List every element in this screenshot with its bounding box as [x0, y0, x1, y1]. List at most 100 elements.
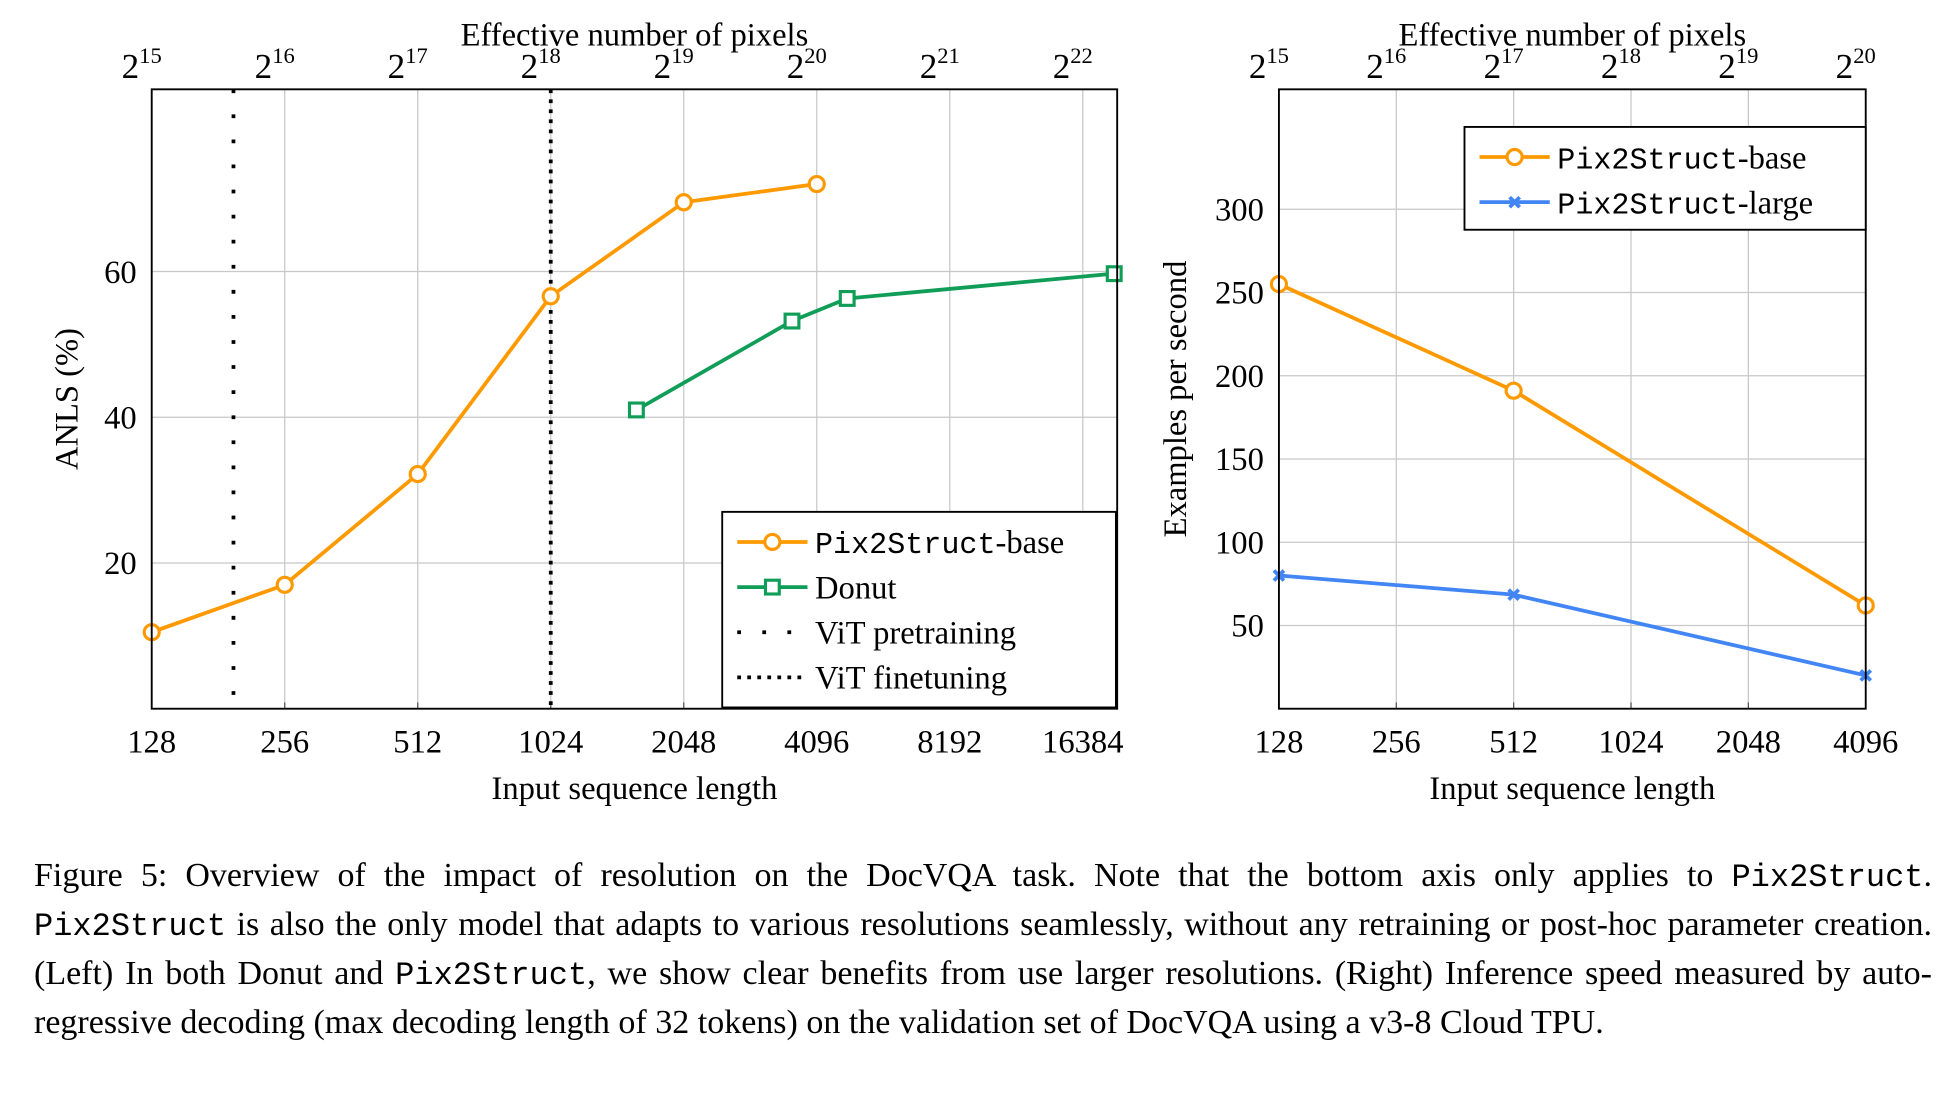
y-tick-label: 200 — [1215, 359, 1264, 395]
plot-frame — [1277, 88, 1867, 710]
legend-marker — [1508, 195, 1521, 209]
x-tick-label: 1024 — [1598, 725, 1663, 761]
legend-label-suffix: -base — [1738, 140, 1807, 176]
data-point — [275, 575, 294, 594]
y-tick-label: 20 — [104, 546, 137, 582]
y-axis-label: Examples per second — [1158, 261, 1194, 538]
series-line — [151, 182, 818, 634]
x-tick-label: 8192 — [917, 725, 982, 761]
data-point — [627, 401, 645, 419]
caption-text: , we show clear benefits from use larger… — [34, 955, 1932, 1041]
data-point — [1105, 265, 1123, 283]
y-tick-label: 300 — [1215, 192, 1264, 228]
legend-label-suffix: -base — [996, 525, 1065, 561]
caption-text: is also the only model that adapts to va… — [34, 906, 1932, 992]
data-point — [783, 312, 801, 330]
data-point — [408, 464, 427, 484]
legend-marker — [1505, 147, 1524, 167]
x-tick-label: 2048 — [651, 725, 716, 761]
legend-label: Donut — [815, 570, 896, 606]
caption-code: Pix2Struct — [395, 957, 588, 994]
data-point — [541, 287, 560, 306]
legend-label: ViT pretraining — [815, 616, 1016, 652]
top-tick-exponent: 20 — [804, 43, 827, 68]
chart-anls: 128 256 512 1024 2048 4096 8192 16384 20 40 60 215 2… — [50, 17, 1124, 807]
legend-label-suffix: -large — [1738, 185, 1813, 221]
data-point — [807, 174, 826, 194]
legend-label: Pix2Struct-base — [1557, 140, 1806, 178]
data-point — [838, 289, 856, 307]
top-tick-exponent: 18 — [1618, 43, 1641, 68]
legend-label-code: Pix2Struct — [1557, 189, 1738, 223]
top-axis-label: Effective number of pixels — [461, 17, 809, 53]
legend-box — [721, 510, 1117, 709]
top-tick-exponent: 20 — [1853, 43, 1876, 68]
top-tick-exponent: 16 — [1384, 43, 1407, 68]
y-tick-label: 100 — [1215, 525, 1264, 561]
caption-text: . — [1923, 857, 1933, 894]
top-tick-exponent: 19 — [1736, 43, 1759, 68]
x-tick-label: 128 — [127, 725, 176, 761]
x-tick-label: 1024 — [518, 725, 583, 761]
x-axis-label: Input sequence length — [492, 771, 778, 807]
top-tick-label: 218 — [1601, 43, 1641, 86]
y-tick-label: 50 — [1231, 609, 1264, 645]
caption-text: Figure 5: Overview of the impact of reso… — [34, 857, 1732, 894]
x-tick-label: 512 — [393, 725, 442, 761]
top-tick-label: 221 — [920, 43, 960, 86]
legend-label: Pix2Struct-base — [815, 525, 1064, 563]
legend-label: ViT finetuning — [815, 661, 1007, 697]
top-tick-label: 215 — [122, 43, 162, 86]
legend-label-code: Pix2Struct — [815, 529, 996, 563]
top-tick-label: 220 — [1836, 43, 1876, 86]
legend-marker — [763, 578, 781, 596]
y-tick-label: 60 — [104, 255, 137, 291]
legend-label: Pix2Struct-large — [1557, 185, 1813, 223]
x-axis-label: Input sequence length — [1429, 771, 1715, 807]
x-tick-label: 256 — [1372, 725, 1421, 761]
top-tick-exponent: 18 — [538, 43, 561, 68]
figure-caption: Figure 5: Overview of the impact of reso… — [34, 852, 1932, 1046]
chart-speed: 128 256 512 1024 2048 4096 50 100 150 200 250 300 21… — [1158, 17, 1898, 807]
x-tick-label: 512 — [1489, 725, 1538, 761]
legend: Pix2Struct-base Donut ViT pretraining ViT f… — [721, 510, 1117, 709]
y-tick-label: 250 — [1215, 276, 1264, 312]
plot-frame — [150, 88, 1119, 710]
x-tick-label: 128 — [1254, 725, 1303, 761]
top-tick-exponent: 21 — [937, 43, 960, 68]
y-tick-label: 150 — [1215, 442, 1264, 478]
top-tick-exponent: 15 — [139, 43, 162, 68]
y-tick-label: 40 — [104, 401, 137, 437]
caption-code: Pix2Struct — [1731, 859, 1924, 896]
x-tick-label: 4096 — [1833, 725, 1898, 761]
y-axis-label: ANLS (%) — [50, 328, 86, 470]
series-line — [1278, 282, 1867, 608]
top-tick-exponent: 17 — [405, 43, 428, 68]
x-tick-label: 2048 — [1716, 725, 1781, 761]
data-point — [674, 193, 693, 212]
top-tick-label: 222 — [1053, 43, 1093, 86]
top-tick-exponent: 22 — [1070, 43, 1093, 68]
series-0 — [1269, 275, 1875, 615]
x-tick-label: 16384 — [1042, 725, 1123, 761]
series-line — [635, 271, 1115, 412]
top-tick-exponent: 19 — [671, 43, 694, 68]
caption-code: Pix2Struct — [34, 908, 227, 945]
top-tick-label: 217 — [388, 43, 428, 86]
top-tick-exponent: 16 — [272, 43, 295, 68]
series-1 — [627, 265, 1123, 419]
legend-label-code: Pix2Struct — [1557, 144, 1738, 178]
top-tick-exponent: 17 — [1501, 43, 1524, 68]
legend-marker — [763, 532, 782, 552]
x-tick-label: 4096 — [784, 725, 849, 761]
top-tick-exponent: 15 — [1266, 43, 1289, 68]
top-tick-label: 216 — [255, 43, 295, 86]
top-axis-label: Effective number of pixels — [1398, 17, 1746, 53]
top-tick-label: 215 — [1249, 43, 1289, 86]
x-tick-label: 256 — [260, 725, 309, 761]
legend-box — [1463, 125, 1867, 231]
data-point — [1507, 588, 1520, 602]
